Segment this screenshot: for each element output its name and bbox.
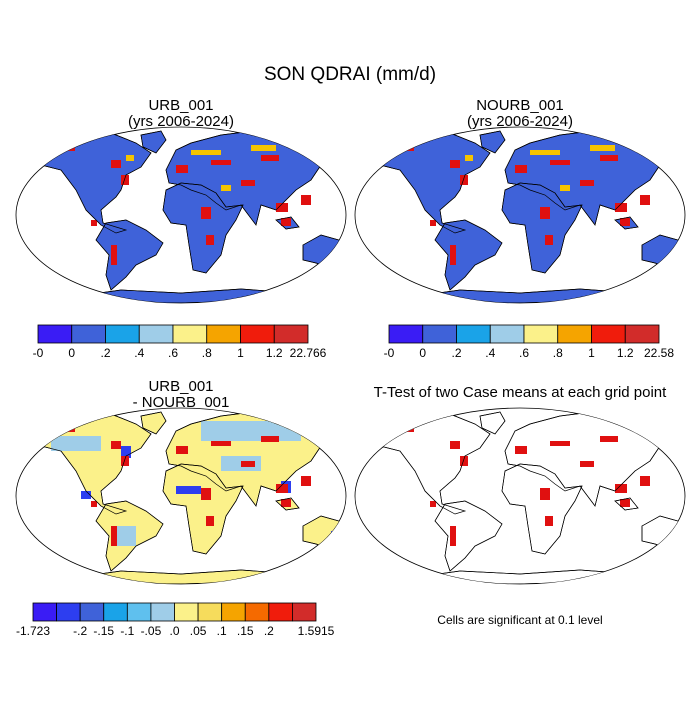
map <box>15 407 347 585</box>
colorbar-box <box>105 324 140 344</box>
colorbar-box <box>37 324 73 344</box>
panel-title: - NOURB_001 <box>133 394 230 411</box>
colorbar-box <box>197 602 223 622</box>
colorbar-box <box>172 324 208 344</box>
panel-title: (yrs 2006-2024) <box>128 113 234 130</box>
colorbar-label: -.1 <box>120 624 134 638</box>
colorbar-box <box>292 602 317 622</box>
colorbar-label: 0 <box>68 346 75 360</box>
colorbar-box <box>624 324 660 344</box>
colorbar-box <box>523 324 559 344</box>
colorbar-label: .05 <box>190 624 207 638</box>
colorbar-box <box>273 324 309 344</box>
colorbar-box <box>422 324 457 344</box>
colorbar-label: .4 <box>134 346 144 360</box>
colorbar-box <box>456 324 491 344</box>
colorbar-box <box>32 602 57 622</box>
colorbar-label: .8 <box>202 346 212 360</box>
colorbar-box <box>591 324 626 344</box>
colorbar-box <box>103 602 128 622</box>
colorbar-box <box>557 324 592 344</box>
colorbar-box <box>388 324 424 344</box>
colorbar-label: -.15 <box>93 624 114 638</box>
figure-title: SON QDRAI (mm/d) <box>264 64 436 85</box>
colorbar-box <box>489 324 525 344</box>
colorbar-label: -0 <box>384 346 395 360</box>
colorbar-label: 22.58 <box>644 346 674 360</box>
colorbar-label: .2 <box>264 624 274 638</box>
colorbar-box <box>79 602 105 622</box>
colorbar-box <box>206 324 241 344</box>
panel-note: Cells are significant at 0.1 level <box>437 613 602 627</box>
colorbar-box <box>244 602 270 622</box>
colorbar-box <box>174 602 199 622</box>
panel-title: URB_001 <box>148 378 213 395</box>
colorbar-box <box>56 602 81 622</box>
panel-title: URB_001 <box>148 97 213 114</box>
colorbar-label: .2 <box>451 346 461 360</box>
colorbar-box <box>126 602 152 622</box>
colorbar-box <box>221 602 246 622</box>
panel-title: NOURB_001 <box>476 97 564 114</box>
colorbar-label: -.05 <box>141 624 162 638</box>
colorbar-label: .6 <box>168 346 178 360</box>
colorbar-label: .0 <box>169 624 179 638</box>
colorbar-label: 0 <box>419 346 426 360</box>
colorbar-box <box>138 324 174 344</box>
panel-title: (yrs 2006-2024) <box>467 113 573 130</box>
colorbar-box <box>268 602 293 622</box>
colorbar-label: 1.2 <box>266 346 283 360</box>
colorbar-label: -0 <box>33 346 44 360</box>
colorbar-label: .6 <box>519 346 529 360</box>
colorbar-box <box>150 602 175 622</box>
panel-title: T-Test of two Case means at each grid po… <box>374 384 667 401</box>
colorbar-label: 1 <box>588 346 595 360</box>
colorbar-label: .8 <box>553 346 563 360</box>
colorbar-label: 1 <box>237 346 244 360</box>
colorbar-label: .1 <box>217 624 227 638</box>
colorbar-label: 22.766 <box>290 346 327 360</box>
map <box>354 126 686 304</box>
colorbar-label: 1.5915 <box>298 624 335 638</box>
colorbar-label: 1.2 <box>617 346 634 360</box>
colorbar-label: -1.723 <box>16 624 50 638</box>
colorbar-label: .2 <box>100 346 110 360</box>
colorbar-label: .4 <box>485 346 495 360</box>
colorbar-box <box>71 324 106 344</box>
map <box>354 407 686 585</box>
colorbar-label: .15 <box>237 624 254 638</box>
colorbar-label: -.2 <box>73 624 87 638</box>
map <box>15 126 347 304</box>
colorbar-box <box>240 324 275 344</box>
